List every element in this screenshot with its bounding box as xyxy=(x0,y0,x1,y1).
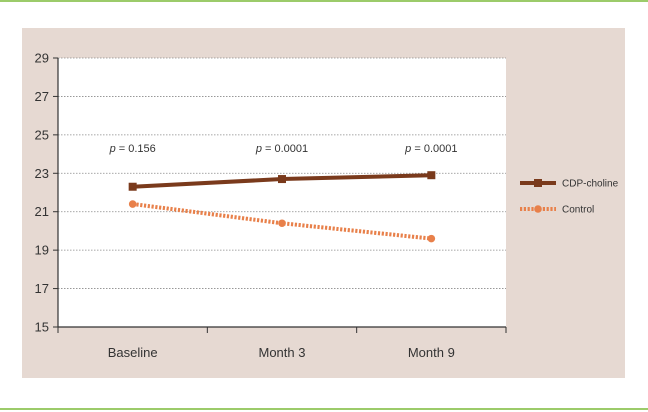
data-point xyxy=(427,234,436,243)
y-tick-label: 17 xyxy=(35,281,49,296)
legend-label: Control xyxy=(562,205,594,216)
x-tick-label: Month 9 xyxy=(408,345,455,360)
line-chart: 15 17 19 21 23 25 27 29 Baseline Month 3 Month 9 p … xyxy=(35,51,619,361)
p-value-annotation: p = 0.0001 xyxy=(404,143,457,155)
data-point xyxy=(128,182,137,191)
p-value: = 0.0001 xyxy=(262,143,308,155)
y-tick-label: 21 xyxy=(35,204,49,219)
legend-label: CDP-choline xyxy=(562,179,619,190)
legend-marker xyxy=(534,205,542,213)
y-tick-label: 19 xyxy=(35,243,49,258)
bottom-border xyxy=(0,408,648,410)
series-line-control xyxy=(132,202,432,241)
data-point xyxy=(427,171,436,180)
p-value: = 0.156 xyxy=(116,143,156,155)
y-tick-label: 27 xyxy=(35,89,49,104)
p-value-annotation: p = 0.156 xyxy=(109,143,156,155)
p-symbol: p xyxy=(255,143,262,155)
p-symbol: p xyxy=(109,143,116,155)
plot-area xyxy=(58,58,506,327)
y-tick-label: 29 xyxy=(35,51,49,66)
data-point xyxy=(278,219,286,228)
x-tick-label: Baseline xyxy=(108,345,158,360)
p-value: = 0.0001 xyxy=(411,143,457,155)
p-value-annotation: p = 0.0001 xyxy=(255,143,308,155)
x-tick-label: Month 3 xyxy=(259,345,306,360)
data-point xyxy=(278,175,286,184)
y-tick-label: 15 xyxy=(35,320,49,335)
top-border xyxy=(0,0,648,2)
chart-panel: 15 17 19 21 23 25 27 29 Baseline Month 3 Month 9 p … xyxy=(22,28,625,378)
y-tick-label: 23 xyxy=(35,166,49,181)
legend-marker xyxy=(534,179,542,187)
data-point xyxy=(128,200,137,208)
y-tick-label: 25 xyxy=(35,127,49,142)
p-symbol: p xyxy=(404,143,411,155)
